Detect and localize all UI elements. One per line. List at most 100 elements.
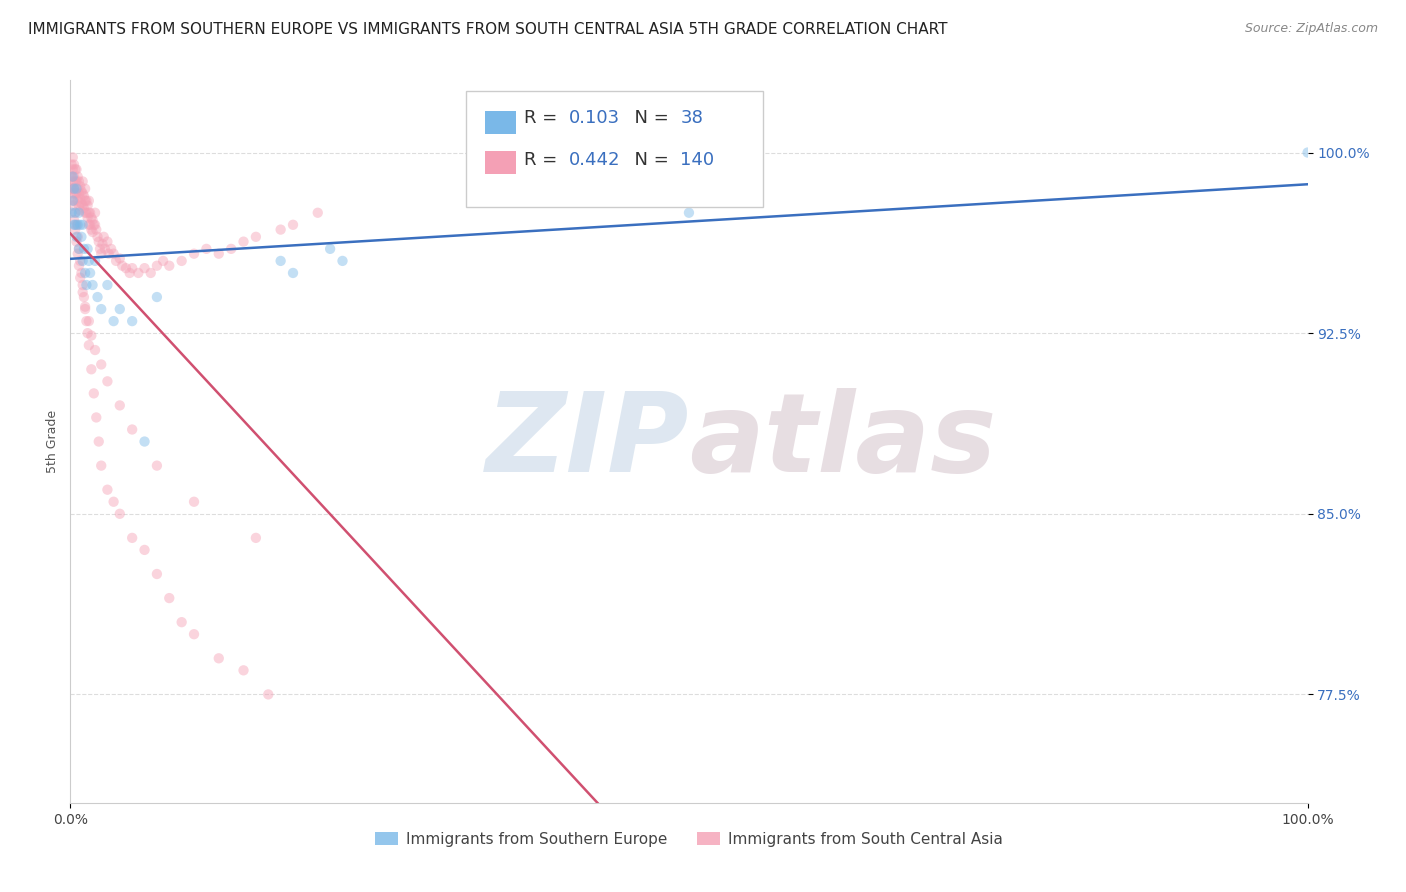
Point bbox=[84, 410, 107, 425]
Text: ZIP: ZIP bbox=[485, 388, 689, 495]
Point bbox=[270, 222, 292, 236]
Point bbox=[195, 242, 218, 256]
Point bbox=[62, 162, 84, 177]
Point bbox=[70, 184, 93, 198]
Point bbox=[146, 259, 169, 273]
Point bbox=[75, 194, 97, 208]
Point bbox=[157, 591, 180, 606]
Point bbox=[111, 259, 134, 273]
Point bbox=[89, 242, 111, 256]
Point bbox=[75, 182, 97, 196]
Point bbox=[63, 169, 86, 184]
Point bbox=[75, 194, 97, 208]
Point bbox=[97, 246, 120, 260]
Point bbox=[60, 169, 83, 184]
Point bbox=[69, 191, 91, 205]
Point bbox=[183, 627, 205, 641]
Point bbox=[72, 174, 94, 188]
Point bbox=[80, 222, 103, 236]
Point bbox=[66, 182, 89, 196]
Point bbox=[108, 398, 131, 412]
Point bbox=[87, 235, 110, 249]
Point bbox=[60, 157, 83, 171]
Point bbox=[121, 422, 143, 436]
Point bbox=[103, 246, 125, 260]
Point bbox=[208, 246, 231, 260]
Point bbox=[75, 301, 97, 316]
Point bbox=[67, 242, 90, 256]
Point bbox=[76, 242, 98, 256]
Point bbox=[65, 235, 87, 249]
Point bbox=[70, 229, 93, 244]
Point bbox=[65, 205, 87, 219]
Point bbox=[60, 205, 83, 219]
Point bbox=[257, 687, 280, 701]
Point bbox=[77, 218, 100, 232]
Point bbox=[80, 328, 103, 343]
Point bbox=[134, 261, 156, 276]
Point bbox=[121, 314, 143, 328]
Point bbox=[82, 277, 104, 292]
Point bbox=[232, 235, 254, 249]
Point bbox=[76, 198, 98, 212]
Point bbox=[66, 246, 89, 260]
Point bbox=[146, 567, 169, 582]
Point bbox=[60, 169, 83, 184]
Point bbox=[90, 246, 112, 260]
Point bbox=[73, 242, 96, 256]
Point bbox=[103, 494, 125, 508]
Point bbox=[72, 186, 94, 201]
Point bbox=[75, 266, 97, 280]
Point bbox=[75, 205, 97, 219]
Point bbox=[65, 162, 87, 177]
Point bbox=[90, 458, 112, 473]
Point bbox=[67, 198, 90, 212]
Point bbox=[77, 254, 100, 268]
Point bbox=[69, 218, 91, 232]
Point bbox=[84, 254, 107, 268]
FancyBboxPatch shape bbox=[485, 151, 516, 174]
Point bbox=[60, 182, 83, 196]
Point bbox=[72, 254, 94, 268]
Point bbox=[77, 314, 100, 328]
Point bbox=[146, 290, 169, 304]
Point bbox=[1296, 145, 1319, 160]
Point bbox=[63, 182, 86, 196]
Point bbox=[72, 285, 94, 300]
Point bbox=[90, 301, 112, 316]
Point bbox=[108, 252, 131, 266]
Point bbox=[63, 218, 86, 232]
Point bbox=[69, 203, 91, 218]
Point bbox=[75, 205, 97, 219]
Point bbox=[67, 186, 90, 201]
Point bbox=[170, 615, 193, 629]
Point bbox=[69, 254, 91, 268]
Point bbox=[67, 174, 90, 188]
Point bbox=[72, 277, 94, 292]
Point bbox=[76, 326, 98, 341]
Point bbox=[62, 174, 84, 188]
Point bbox=[73, 290, 96, 304]
Point bbox=[84, 222, 107, 236]
Point bbox=[183, 246, 205, 260]
Point bbox=[66, 229, 89, 244]
Point bbox=[65, 218, 87, 232]
Point bbox=[232, 664, 254, 678]
Point bbox=[60, 182, 83, 196]
Text: IMMIGRANTS FROM SOUTHERN EUROPE VS IMMIGRANTS FROM SOUTH CENTRAL ASIA 5TH GRADE : IMMIGRANTS FROM SOUTHERN EUROPE VS IMMIG… bbox=[28, 22, 948, 37]
Point bbox=[208, 651, 231, 665]
Point bbox=[86, 290, 108, 304]
Point bbox=[121, 261, 143, 276]
Point bbox=[65, 222, 87, 236]
Point bbox=[281, 266, 304, 280]
FancyBboxPatch shape bbox=[485, 112, 516, 135]
Point bbox=[75, 314, 97, 328]
Point bbox=[70, 196, 93, 211]
Point bbox=[66, 169, 89, 184]
Point bbox=[152, 254, 174, 268]
Point bbox=[84, 343, 107, 357]
Point bbox=[72, 198, 94, 212]
Point bbox=[139, 266, 162, 280]
Point bbox=[307, 205, 329, 219]
Point bbox=[115, 261, 138, 276]
